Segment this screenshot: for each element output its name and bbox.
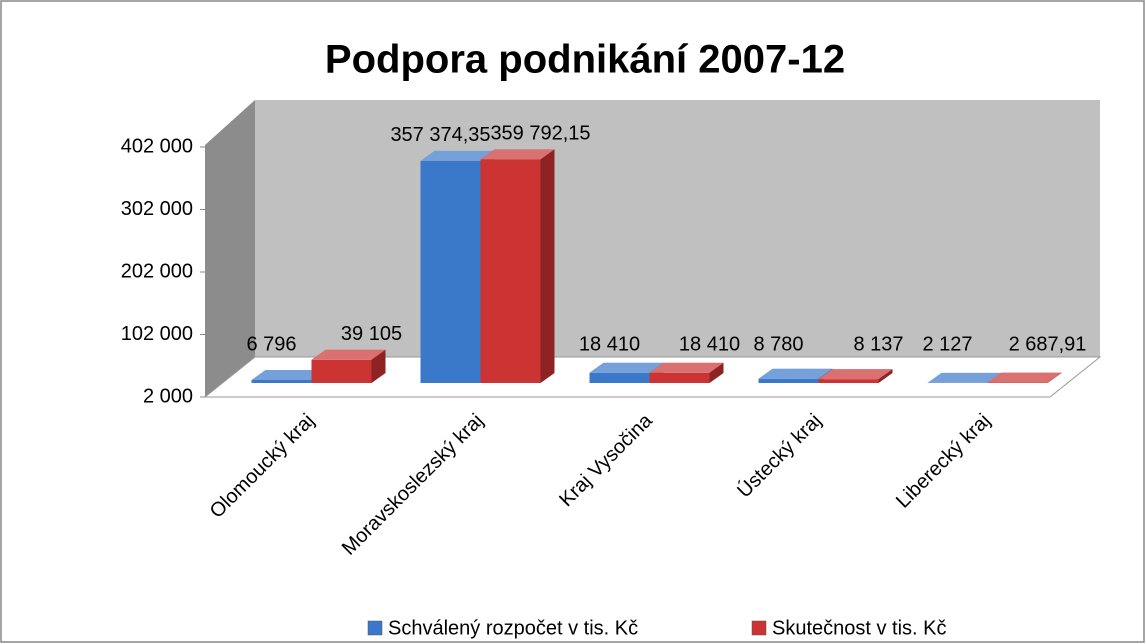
data-label: 18 410 xyxy=(579,333,640,355)
data-label: 18 410 xyxy=(679,333,740,355)
bar-top-shade xyxy=(589,362,664,373)
bar-top xyxy=(758,368,833,379)
data-label: 2 127 xyxy=(922,333,972,355)
bar-side xyxy=(878,369,893,383)
data-label: 2 687,91 xyxy=(1009,333,1087,355)
chart-title: Podpora podnikání 2007-12 xyxy=(325,38,845,82)
data-label: 39 105 xyxy=(341,323,402,345)
bar-top-shade xyxy=(649,362,724,373)
bar-side xyxy=(709,362,724,383)
bar-side xyxy=(1047,372,1062,383)
bar-top-shade xyxy=(758,368,833,379)
bar-side-shade xyxy=(878,369,893,383)
bar-top xyxy=(480,149,555,160)
bar-top-shade xyxy=(987,372,1062,383)
bar-top xyxy=(818,369,893,380)
bar xyxy=(758,378,819,383)
bar-side xyxy=(371,349,386,383)
bar-side-shade xyxy=(1047,372,1062,383)
bar-top xyxy=(649,362,724,373)
legend-swatch xyxy=(367,620,383,636)
data-label: 8 780 xyxy=(753,333,803,355)
back-wall xyxy=(255,100,1100,357)
legend-swatch xyxy=(751,620,767,636)
bar-top-shade xyxy=(927,372,1002,383)
bar-side-shade xyxy=(371,349,386,383)
bar-top xyxy=(589,362,664,373)
bar xyxy=(649,372,710,383)
bar-side-shade xyxy=(540,149,555,383)
y-tick-label: 402 000 xyxy=(121,135,193,157)
y-tick-label: 302 000 xyxy=(121,198,193,220)
bar-top xyxy=(927,372,1002,383)
y-tick-label: 2 000 xyxy=(143,385,193,407)
y-tick-label: 102 000 xyxy=(121,323,193,345)
bar xyxy=(818,379,879,383)
bar-top-shade xyxy=(480,149,555,160)
data-label: 359 792,15 xyxy=(490,123,590,145)
bar-top xyxy=(251,370,326,381)
bar-top-shade xyxy=(251,370,326,381)
bar-top-shade xyxy=(818,369,893,380)
bar-top xyxy=(311,349,386,360)
y-tick-label: 202 000 xyxy=(121,260,193,282)
bar xyxy=(311,359,372,383)
data-label: 357 374,35 xyxy=(390,124,490,146)
bar-top-shade xyxy=(420,150,495,161)
bar xyxy=(420,160,481,383)
bar-side-shade xyxy=(709,362,724,383)
bar xyxy=(251,380,312,383)
bar-top-shade xyxy=(311,349,386,360)
bar-side xyxy=(540,149,555,383)
bar-top xyxy=(420,150,495,161)
legend-label: Skutečnost v tis. Kč xyxy=(772,617,947,639)
data-label: 8 137 xyxy=(853,333,903,355)
bar-top xyxy=(987,372,1062,383)
bar xyxy=(480,159,541,383)
legend-label: Schválený rozpočet v tis. Kč xyxy=(388,617,638,639)
data-label: 6 796 xyxy=(246,333,296,355)
bar xyxy=(589,372,650,383)
side-wall xyxy=(205,100,255,397)
